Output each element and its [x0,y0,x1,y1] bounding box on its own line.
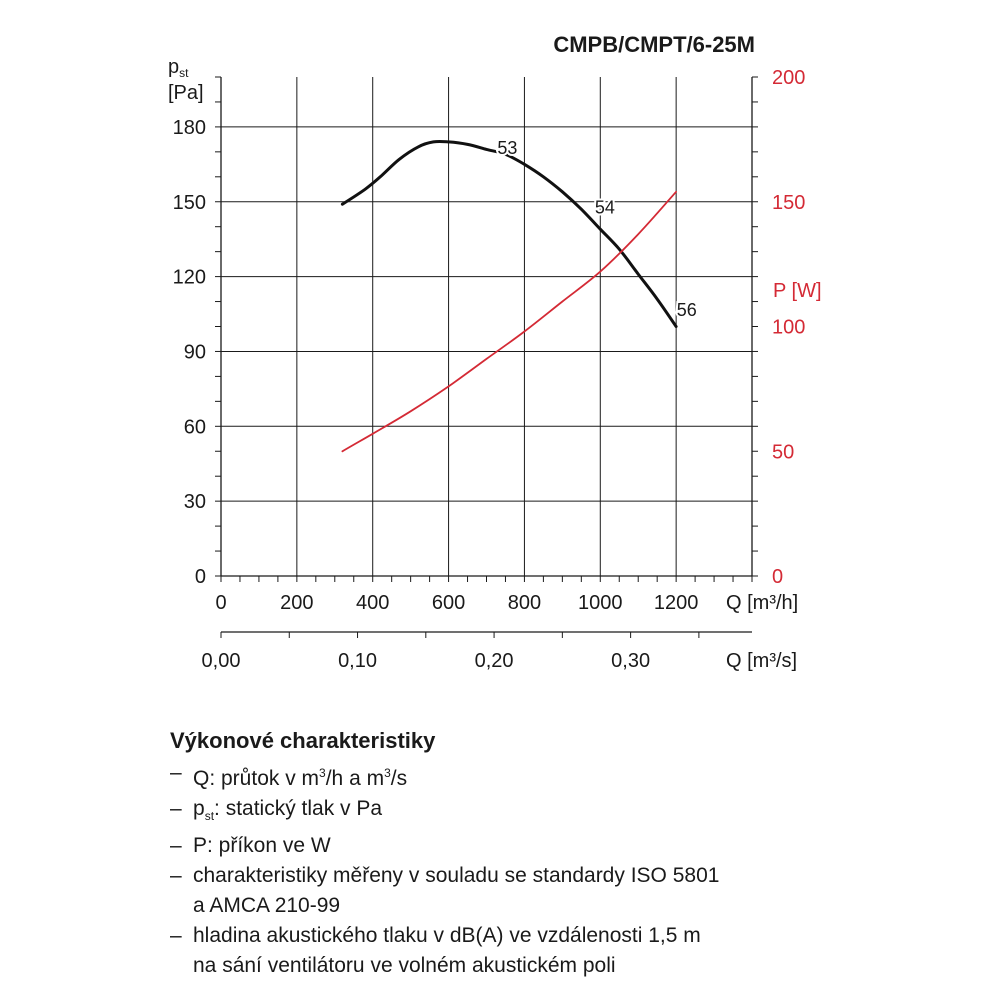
x2-tick-label: 0,10 [338,650,377,672]
secondary-x-axis: 0,00 0,10 0,20 0,30 [202,631,752,672]
legend-dash: – [170,864,182,888]
left-tick-label: 150 [173,192,206,214]
annotations: 53 54 56 [495,136,698,322]
right-tick-label: 0 [772,566,783,588]
legend-sub: st [204,809,215,824]
legend-sup: 3 [384,766,391,780]
legend-list: – Q: průtok v m3/h a m3/s – pst: statick… [170,758,970,981]
x-tick-label: 1200 [654,592,699,614]
pressure-curve [340,139,678,328]
right-axis-ticks: 0 50 100 150 200 [752,67,805,588]
x2-tick-label: 0,30 [611,650,650,672]
left-tick-label: 30 [184,491,206,513]
legend-text: p [193,797,205,820]
x-tick-label: 1000 [578,592,623,614]
x-tick-label: 0 [215,592,226,614]
left-axis-ticks: 0 30 60 90 120 150 180 [173,76,221,588]
legend-item-pst: – pst: statický tlak v Pa [170,794,970,831]
left-tick-label: 180 [173,117,206,139]
legend-heading: Výkonové charakteristiky [170,728,436,753]
performance-chart: CMPB/CMPT/6-25M pst [Pa] P [W] 0 30 60 90 12… [168,32,822,672]
power-curve [341,190,677,453]
x2-tick-label: 0,00 [202,650,241,672]
legend-dash: – [170,797,182,820]
x-tick-label: 400 [356,592,389,614]
right-tick-label: 200 [772,67,805,89]
legend-sup: 3 [319,766,326,780]
noise-level-label: 53 [497,138,517,158]
right-tick-label: 150 [772,192,805,214]
noise-level-label: 54 [595,198,615,218]
right-tick-label: 50 [772,441,794,463]
grid [221,77,752,576]
svg-text:pst: pst [168,56,189,80]
legend-block: Výkonové charakteristiky – Q: průtok v m… [170,728,970,981]
x2-axis-label: Q [m³/s] [726,650,797,672]
series-lines [340,139,678,453]
legend-dash: – [170,834,182,858]
legend-text: /h a m [325,767,385,790]
legend-text: a AMCA 210-99 [193,894,341,918]
legend-item-p: – P: příkon ve W [170,831,970,861]
left-axis-label: pst [Pa] [168,56,204,104]
legend-dash: – [170,924,182,948]
left-axis-subscript: st [179,66,189,80]
right-tick-label: 100 [772,317,805,339]
left-tick-label: 90 [184,341,206,363]
left-axis-unit: [Pa] [168,82,204,104]
x-tick-label: 200 [280,592,313,614]
x-tick-label: 600 [432,592,465,614]
legend-text: na sání ventilátoru ve volném akustickém… [193,954,616,978]
legend-dash: – [170,761,182,784]
legend-text: : statický tlak v Pa [214,797,383,820]
legend-item-q: – Q: průtok v m3/h a m3/s [170,758,970,794]
legend-text: Q: průtok v m [193,767,320,790]
left-tick-label: 60 [184,416,206,438]
legend-text: charakteristiky měřeny v souladu se stan… [193,864,720,888]
left-axis-symbol: p [168,56,179,78]
left-tick-label: 0 [195,566,206,588]
x-axis-label: Q [m³/h] [726,592,798,614]
legend-text: P: příkon ve W [193,834,331,858]
x-tick-label: 800 [508,592,541,614]
right-axis-label: P [W] [773,280,822,302]
x2-tick-label: 0,20 [475,650,514,672]
legend-text: hladina akustického tlaku v dB(A) ve vzd… [193,924,701,948]
x-axis-ticks: 0 200 400 600 800 1000 1200 [215,576,753,614]
left-tick-label: 120 [173,267,206,289]
noise-level-label: 56 [677,300,697,320]
legend-text: /s [390,767,408,790]
legend-item-noise: – hladina akustického tlaku v dB(A) ve v… [170,921,970,981]
chart-title: CMPB/CMPT/6-25M [553,32,755,57]
legend-item-standards: – charakteristiky měřeny v souladu se st… [170,861,970,921]
